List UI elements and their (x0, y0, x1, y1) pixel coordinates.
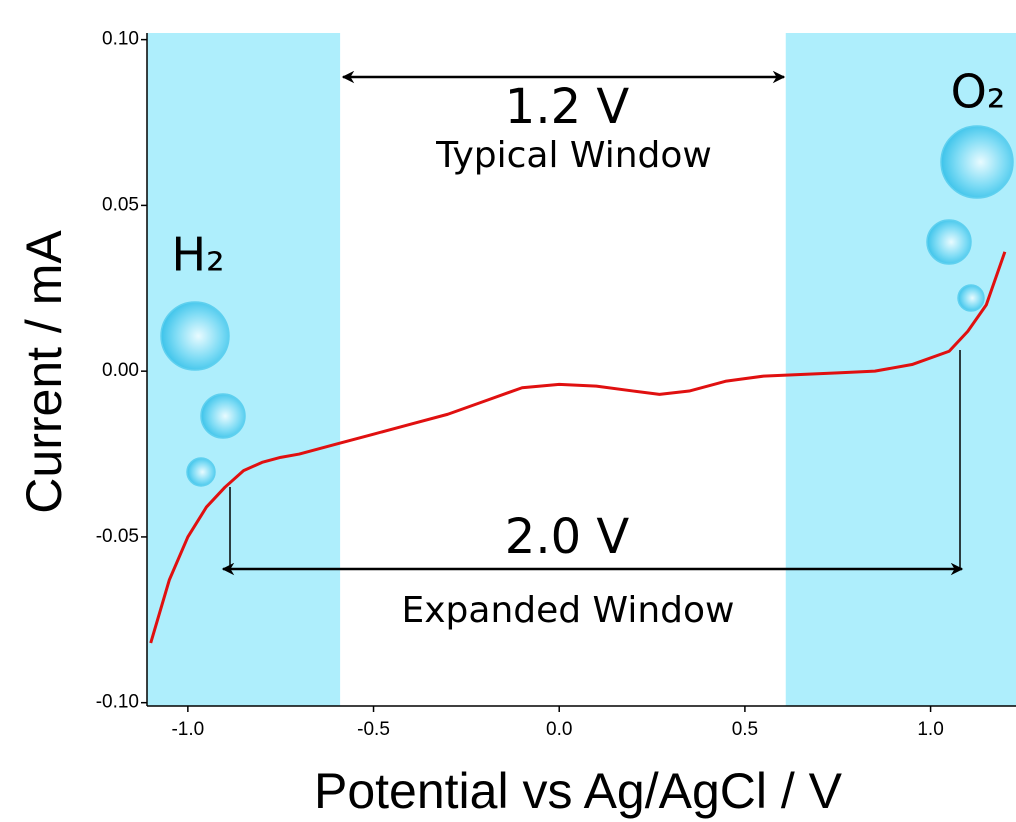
x-tick-label: 1.0 (917, 719, 943, 740)
x-tick-label: 0.0 (546, 719, 572, 740)
chart: 0.100.050.00-0.05-0.10-1.0-0.50.00.51.0 … (0, 0, 1016, 822)
annotation: 2.0 V (505, 509, 630, 565)
annotation: H₂ (171, 228, 224, 282)
bubble (927, 220, 971, 264)
bubble (201, 394, 245, 438)
shaded-band (147, 33, 340, 706)
x-tick-label: 0.5 (732, 719, 758, 740)
y-tick-label: 0.10 (102, 29, 139, 50)
annotation: Typical Window (435, 135, 712, 176)
x-tick-label: -1.0 (171, 719, 204, 740)
y-tick-label: 0.00 (102, 360, 139, 381)
y-tick-label: -0.10 (96, 692, 139, 713)
bubble (187, 458, 215, 486)
bubble (958, 285, 984, 311)
annotation: Expanded Window (401, 590, 734, 631)
bubble (161, 302, 229, 370)
y-tick-label: 0.05 (102, 194, 139, 215)
x-axis-label: Potential vs Ag/AgCl / V (314, 763, 843, 819)
y-tick-label: -0.05 (96, 526, 139, 547)
bubble (941, 126, 1013, 198)
y-axis-label: Current / mA (16, 230, 72, 514)
annotation: O₂ (951, 65, 1006, 119)
annotation: 1.2 V (505, 79, 630, 135)
x-tick-label: -0.5 (357, 719, 390, 740)
